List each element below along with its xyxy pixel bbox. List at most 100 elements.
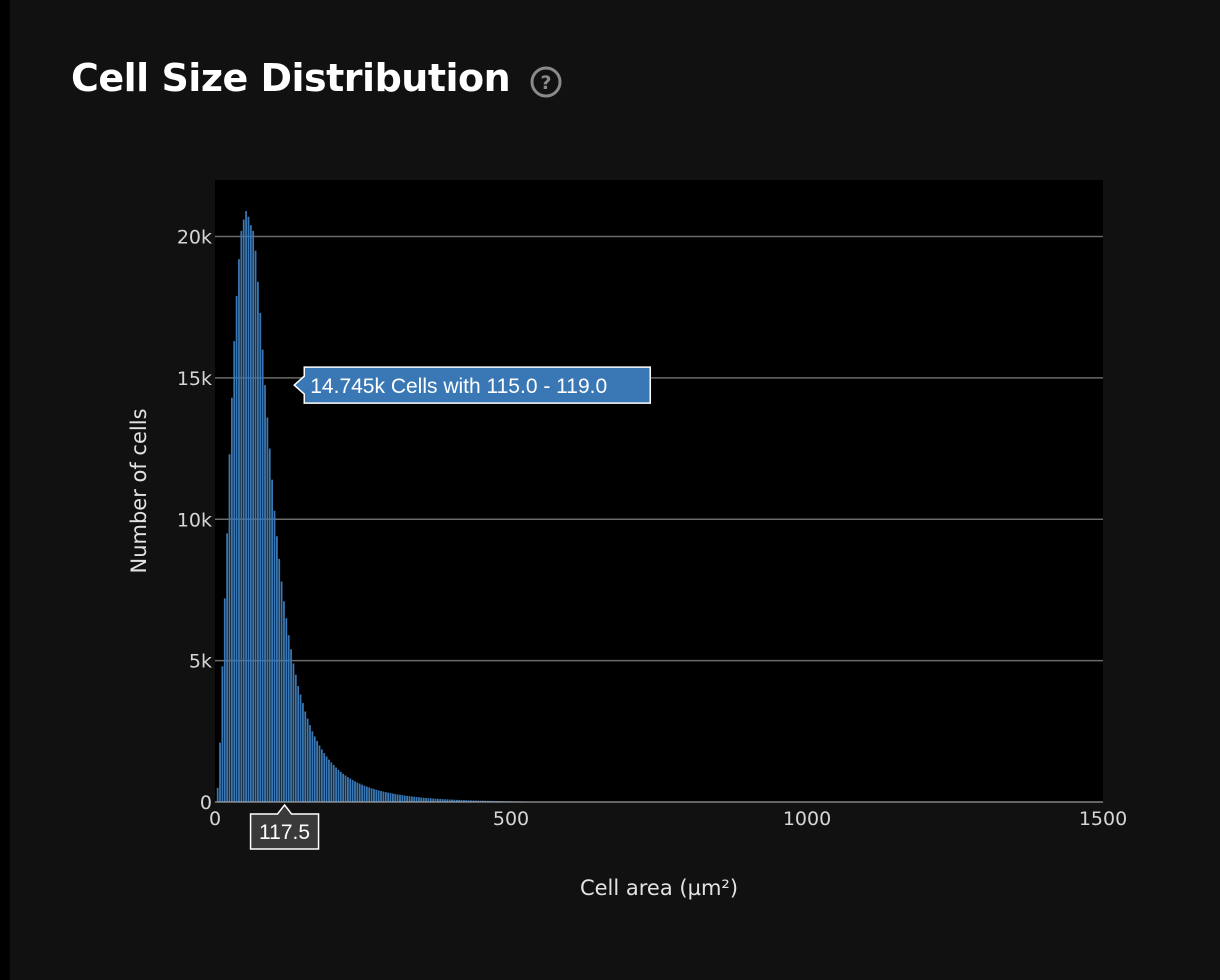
histogram-bar[interactable] [460, 800, 463, 802]
histogram-bar[interactable] [264, 385, 266, 802]
histogram-bar[interactable] [247, 216, 250, 803]
histogram-bar[interactable] [427, 798, 430, 802]
histogram-bar[interactable] [221, 666, 224, 802]
histogram-bar[interactable] [396, 794, 399, 802]
histogram-bar[interactable] [465, 800, 468, 802]
histogram-bar[interactable] [216, 787, 219, 802]
histogram-bar[interactable] [259, 312, 262, 802]
histogram-bar[interactable] [271, 479, 274, 802]
histogram-bar[interactable] [230, 397, 233, 802]
histogram-bar[interactable] [392, 793, 394, 802]
histogram-bar[interactable] [325, 756, 328, 802]
histogram-bar[interactable] [347, 777, 349, 802]
histogram-bar[interactable] [228, 454, 231, 802]
histogram-bar[interactable] [365, 786, 368, 802]
histogram-bar[interactable] [420, 797, 423, 802]
histogram-bar[interactable] [332, 764, 335, 802]
histogram-bar[interactable] [389, 793, 392, 802]
histogram-bar[interactable] [344, 775, 347, 802]
histogram-bar[interactable] [268, 448, 271, 802]
histogram-bar[interactable] [304, 711, 307, 802]
histogram-bar[interactable] [425, 797, 427, 802]
histogram-bar[interactable] [313, 736, 316, 802]
histogram-bar[interactable] [299, 694, 302, 802]
histogram-bar[interactable] [358, 783, 361, 802]
histogram-bar[interactable] [306, 718, 309, 802]
histogram-bar[interactable] [356, 782, 359, 802]
histogram-bar[interactable] [437, 798, 439, 802]
histogram-bar[interactable] [380, 790, 382, 802]
histogram-bar[interactable] [467, 800, 470, 802]
histogram-bar[interactable] [377, 790, 380, 802]
histogram-bar[interactable] [484, 800, 487, 802]
histogram-bar[interactable] [323, 753, 326, 802]
histogram-bar[interactable] [470, 800, 472, 802]
histogram-bar[interactable] [472, 800, 475, 802]
histogram-bar[interactable] [278, 558, 281, 802]
histogram-bar[interactable] [337, 769, 340, 802]
histogram-bar[interactable] [273, 510, 276, 802]
histogram-bar[interactable] [292, 663, 295, 802]
histogram-bar[interactable] [309, 725, 311, 802]
histogram-bar[interactable] [354, 781, 356, 802]
histogram-bar[interactable] [415, 796, 418, 802]
histogram-bar[interactable] [382, 791, 385, 802]
histogram-bar[interactable] [311, 731, 314, 802]
histogram-bar[interactable] [349, 778, 352, 802]
histogram-bar[interactable] [479, 800, 482, 802]
histogram-bar[interactable] [287, 635, 290, 802]
histogram-bar[interactable] [335, 767, 337, 802]
histogram-bar[interactable] [245, 211, 247, 803]
histogram-bar[interactable] [444, 799, 446, 802]
histogram-bar[interactable] [330, 762, 333, 802]
histogram-bar[interactable] [361, 784, 363, 802]
histogram-bar[interactable] [233, 341, 236, 802]
histogram-bar[interactable] [290, 649, 292, 802]
histogram-bar[interactable] [474, 800, 477, 802]
histogram-bar[interactable] [226, 533, 229, 802]
histogram-bar[interactable] [453, 799, 456, 802]
histogram-bar[interactable] [318, 745, 321, 802]
histogram-bar[interactable] [458, 799, 461, 802]
histogram-bar[interactable] [285, 618, 288, 802]
question-circle-icon[interactable]: ? [530, 66, 562, 98]
histogram-bar[interactable] [339, 771, 342, 802]
histogram-bar[interactable] [219, 742, 221, 802]
histogram-bar[interactable] [320, 749, 323, 802]
histogram-bar[interactable] [328, 759, 330, 802]
histogram-bar[interactable] [249, 225, 252, 803]
histogram-bar[interactable] [235, 295, 238, 802]
histogram-bar[interactable] [406, 795, 408, 802]
histogram-bar[interactable] [463, 800, 465, 802]
histogram-bar[interactable] [363, 785, 366, 802]
histogram-bar[interactable] [489, 800, 491, 802]
histogram-bar[interactable] [441, 799, 444, 802]
histogram-bar[interactable] [403, 795, 406, 802]
histogram-bars[interactable] [216, 211, 586, 803]
histogram-bar[interactable] [432, 798, 435, 802]
histogram-bar[interactable] [399, 794, 401, 802]
histogram-bar[interactable] [275, 536, 278, 802]
histogram-bar[interactable] [316, 740, 318, 802]
histogram-bar[interactable] [387, 792, 390, 802]
histogram-bar[interactable] [477, 800, 480, 802]
histogram-bar[interactable] [283, 601, 285, 802]
histogram-bar[interactable] [448, 799, 451, 802]
histogram-bar[interactable] [401, 795, 404, 802]
histogram-bar[interactable] [302, 703, 304, 802]
histogram-bar[interactable] [486, 800, 489, 802]
histogram-bar[interactable] [266, 417, 269, 802]
histogram-bar[interactable] [413, 796, 416, 802]
histogram-bar[interactable] [252, 230, 255, 802]
histogram-bar[interactable] [451, 799, 453, 802]
histogram-bar[interactable] [254, 250, 257, 802]
histogram-bar[interactable] [408, 796, 411, 802]
histogram-bar[interactable] [342, 773, 345, 802]
histogram-bar[interactable] [434, 798, 437, 802]
histogram-bar[interactable] [410, 796, 413, 802]
histogram-bar[interactable] [297, 686, 300, 802]
histogram-bar[interactable] [429, 798, 432, 802]
histogram-bar[interactable] [257, 281, 259, 802]
histogram-bar[interactable] [373, 788, 375, 802]
